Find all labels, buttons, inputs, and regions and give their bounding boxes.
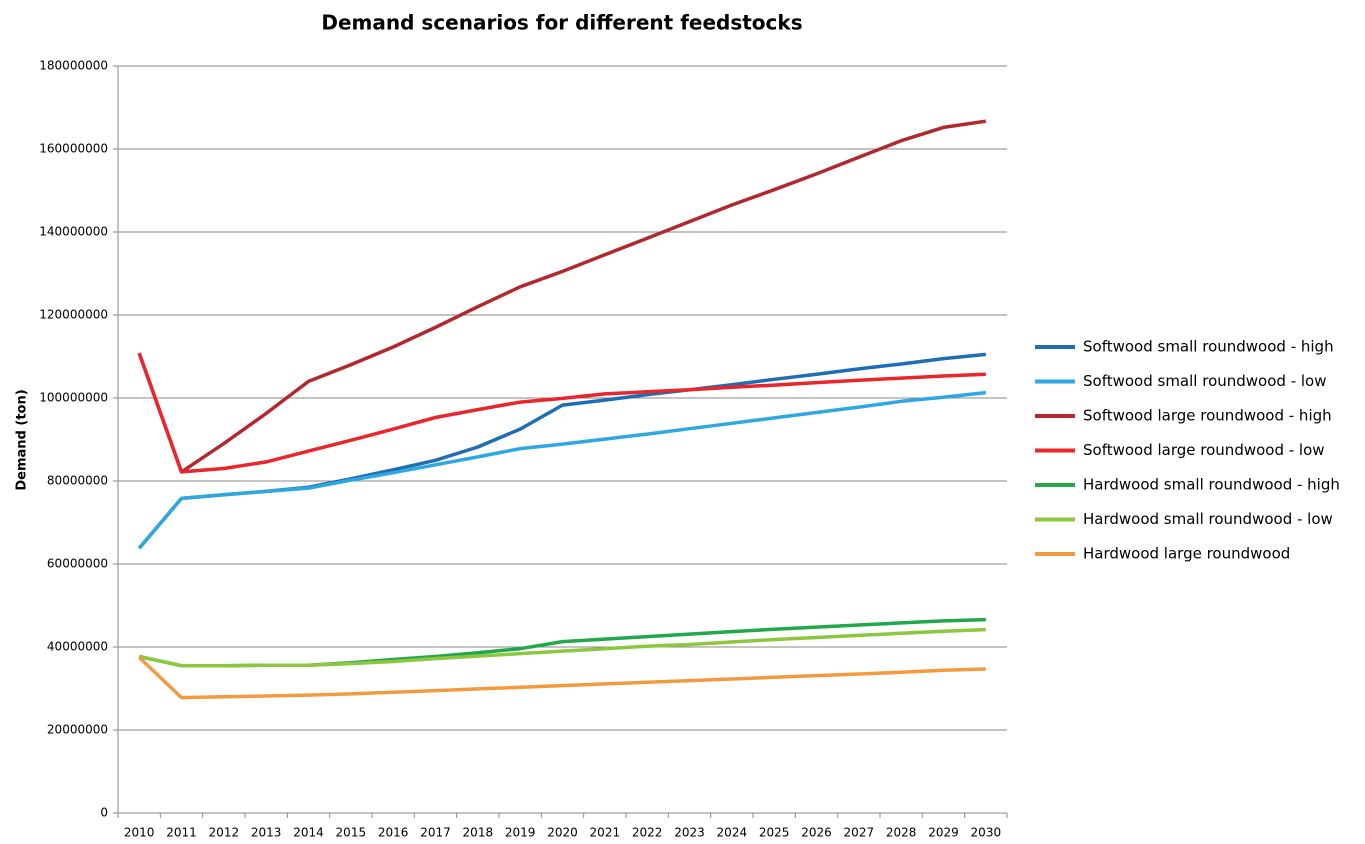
legend-label: Hardwood small roundwood - high (1083, 476, 1340, 494)
x-tick-label: 2015 (336, 826, 367, 840)
series-line (137, 119, 987, 474)
y-tick-label: 180000000 (39, 59, 108, 73)
legend-label: Hardwood large roundwood (1083, 545, 1290, 563)
x-tick-label: 2012 (209, 826, 240, 840)
x-tick-label: 2030 (971, 826, 1002, 840)
series-line (137, 390, 986, 550)
x-tick-label: 2017 (420, 826, 451, 840)
legend-label: Softwood large roundwood - low (1083, 441, 1325, 459)
y-tick-label: 0 (100, 806, 108, 820)
x-tick-label: 2026 (801, 826, 832, 840)
x-tick-label: 2022 (632, 826, 663, 840)
series-line (138, 617, 986, 668)
x-tick-label: 2023 (674, 826, 705, 840)
y-tick-label: 80000000 (47, 474, 108, 488)
y-tick-label: 140000000 (39, 225, 108, 239)
y-tick-label: 160000000 (39, 142, 108, 156)
x-tick-label: 2011 (166, 826, 197, 840)
x-tick-label: 2010 (124, 826, 155, 840)
y-tick-label: 100000000 (39, 391, 108, 405)
x-tick-label: 2018 (463, 826, 494, 840)
legend-label: Softwood small roundwood - low (1083, 372, 1327, 390)
x-tick-label: 2029 (928, 826, 959, 840)
series-line (137, 656, 986, 700)
y-axis-label: Demand (ton) (15, 389, 30, 490)
x-tick-label: 2020 (547, 826, 578, 840)
x-tick-label: 2025 (759, 826, 790, 840)
x-tick-label: 2021 (590, 826, 621, 840)
series-line (137, 352, 986, 474)
y-tick-label: 120000000 (39, 308, 108, 322)
y-tick-label: 60000000 (47, 557, 108, 571)
chart-title: Demand scenarios for different feedstock… (321, 11, 802, 35)
x-tick-label: 2028 (886, 826, 917, 840)
x-tick-label: 2014 (293, 826, 324, 840)
x-tick-label: 2024 (717, 826, 748, 840)
x-tick-label: 2019 (505, 826, 536, 840)
series-line (138, 627, 986, 668)
x-tick-label: 2027 (844, 826, 875, 840)
legend-label: Softwood large roundwood - high (1083, 407, 1332, 425)
y-tick-label: 40000000 (47, 640, 108, 654)
series-line (137, 352, 986, 550)
legend-label: Hardwood small roundwood - low (1083, 510, 1333, 528)
y-tick-label: 20000000 (47, 723, 108, 737)
x-tick-label: 2013 (251, 826, 282, 840)
legend-label: Softwood small roundwood - high (1083, 338, 1334, 356)
x-tick-label: 2016 (378, 826, 409, 840)
